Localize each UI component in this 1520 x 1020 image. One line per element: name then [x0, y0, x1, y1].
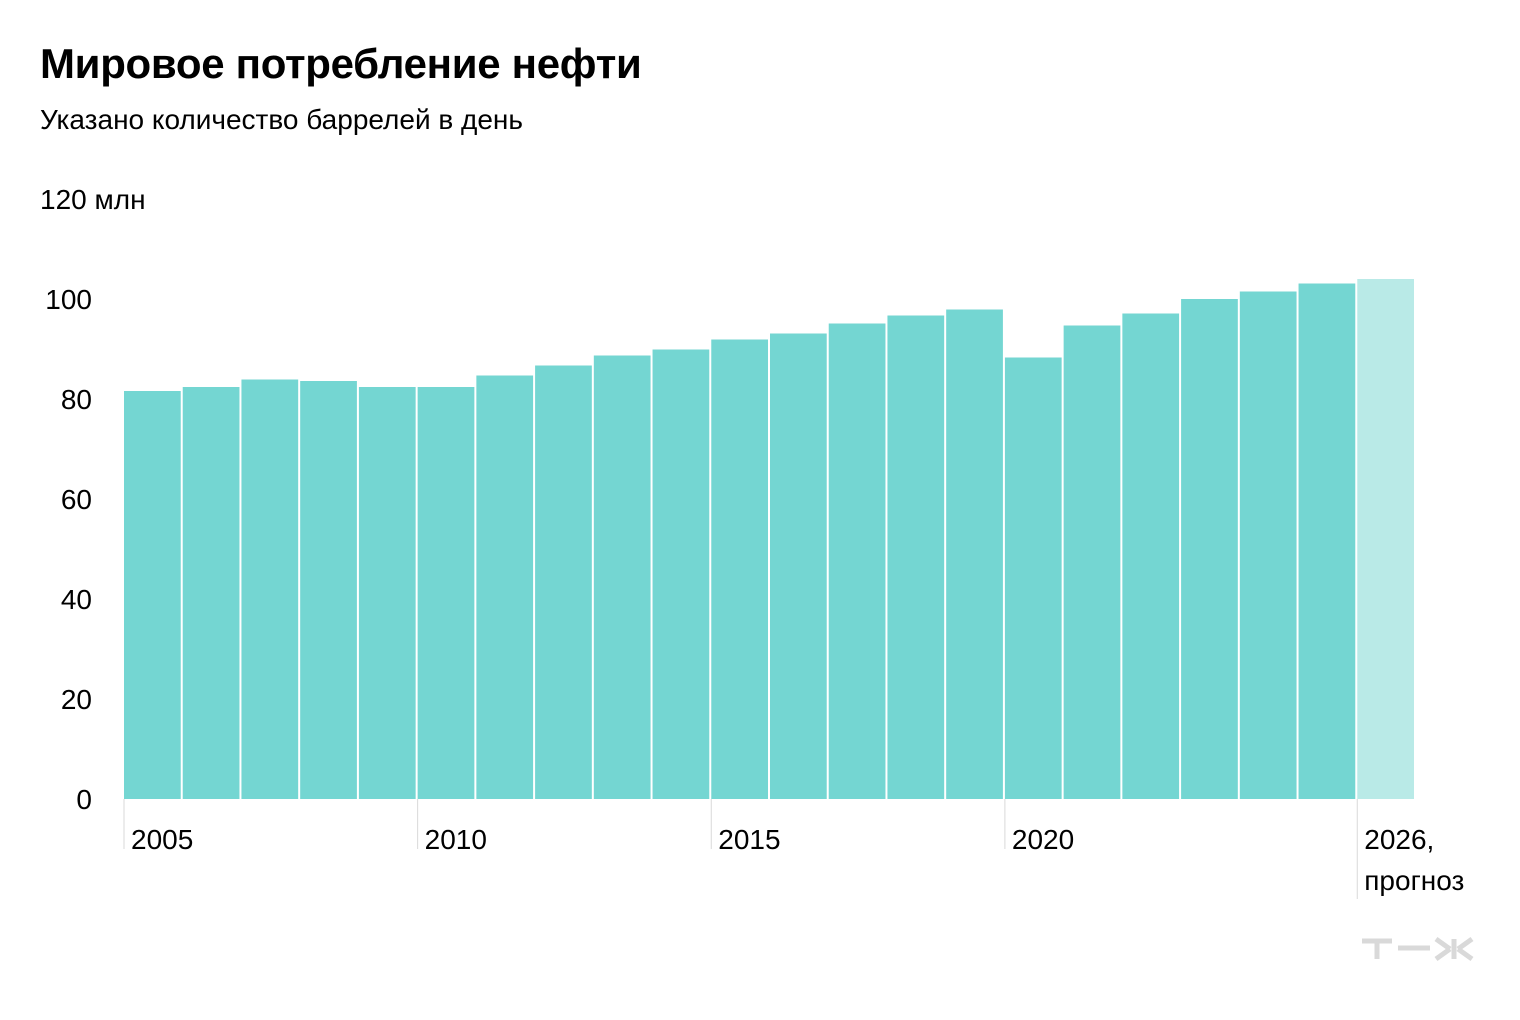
- x-tick-label-2010: 2010: [425, 824, 487, 855]
- bar-2021: [1063, 325, 1121, 799]
- bar-2025: [1298, 283, 1356, 799]
- bar-2006: [182, 387, 240, 799]
- bar-2015: [711, 339, 768, 799]
- bar-2012: [535, 365, 592, 799]
- x-tick-label-2020: 2020: [1012, 824, 1074, 855]
- bar-2023: [1181, 299, 1238, 799]
- y-tick-label-0: 0: [76, 784, 92, 815]
- bar-2014: [652, 349, 710, 799]
- bar-2005: [124, 391, 181, 799]
- bar-2013: [593, 355, 651, 799]
- bar-2010: [417, 387, 475, 799]
- chart-title: Мировое потребление нефти: [40, 40, 642, 87]
- y-tick-label-20: 20: [61, 684, 92, 715]
- bar-2007: [241, 379, 299, 799]
- x-tick-label-2026-1: 2026,: [1364, 824, 1434, 855]
- bar-2024: [1239, 291, 1297, 799]
- x-tick-label-2005: 2005: [131, 824, 193, 855]
- y-tick-label-40: 40: [61, 584, 92, 615]
- bar-2018: [887, 315, 945, 799]
- bar-2016: [770, 333, 827, 799]
- y-tick-label-80: 80: [61, 384, 92, 415]
- chart-subtitle: Указано количество баррелей в день: [40, 104, 523, 135]
- y-tick-label-60: 60: [61, 484, 92, 515]
- bar-2022: [1122, 313, 1180, 799]
- bar-2017: [828, 323, 886, 799]
- bar-2011: [476, 375, 534, 799]
- bar-2019: [946, 309, 1003, 799]
- bar-2008: [300, 381, 357, 799]
- tzh-logo: [1362, 936, 1474, 962]
- y-tick-label-100: 100: [45, 284, 92, 315]
- bar-2020: [1004, 357, 1062, 799]
- y-tick-label-120: 120 млн: [40, 184, 146, 215]
- bar-2026: [1357, 279, 1414, 799]
- x-tick-label-2015: 2015: [718, 824, 780, 855]
- x-tick-label-2026-2: прогноз: [1364, 865, 1464, 896]
- bar-2009: [358, 387, 416, 799]
